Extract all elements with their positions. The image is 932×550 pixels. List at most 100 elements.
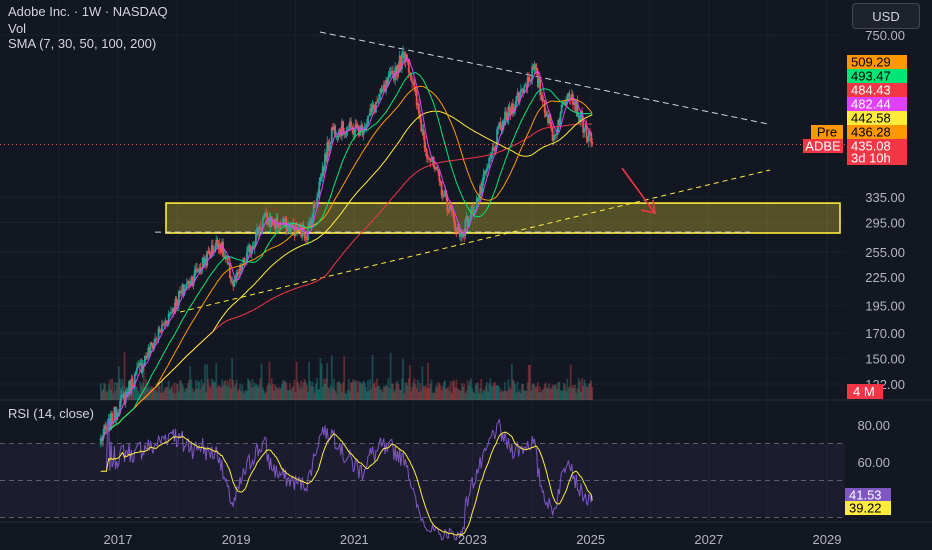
- volume-bar: [361, 384, 364, 400]
- rsi-ma-line: [100, 431, 593, 536]
- candle-body: [479, 185, 481, 196]
- volume-bar: [487, 391, 489, 400]
- volume-bar: [252, 386, 255, 400]
- volume-bar: [270, 378, 273, 400]
- volume-bar: [264, 393, 266, 400]
- candle-body: [380, 88, 383, 93]
- volume-bar: [557, 382, 560, 400]
- candle-body: [370, 108, 373, 112]
- volume-bar: [527, 364, 530, 400]
- volume-bar: [334, 390, 337, 400]
- volume-bar: [284, 380, 287, 400]
- volume-bar: [156, 392, 159, 400]
- volume-bar: [507, 379, 510, 400]
- candle-body: [325, 153, 328, 162]
- volume-bar: [450, 393, 453, 400]
- candle-body: [205, 258, 207, 266]
- volume-bar: [541, 389, 544, 400]
- candle-body: [388, 73, 391, 77]
- candle-body: [512, 103, 514, 114]
- volume-bar: [166, 387, 169, 400]
- candle-body: [541, 94, 544, 102]
- candle-body: [465, 216, 468, 220]
- candle-body: [591, 142, 594, 145]
- volume-bar: [416, 380, 419, 400]
- candle-body: [402, 51, 404, 54]
- volume-bar: [295, 361, 298, 400]
- volume-bar: [465, 390, 468, 400]
- candle-body: [295, 222, 298, 230]
- volume-bar: [276, 387, 279, 400]
- volume-bar: [578, 380, 581, 400]
- volume-bar: [175, 383, 178, 400]
- volume-bar: [453, 381, 455, 400]
- candle-body: [123, 394, 126, 404]
- candle-body: [495, 144, 497, 152]
- candle-body: [469, 218, 471, 220]
- volume-bar: [308, 362, 311, 400]
- volume-bar: [286, 389, 289, 400]
- volume-bar: [502, 390, 505, 400]
- candle-body: [436, 167, 438, 170]
- candle-body: [586, 138, 589, 142]
- volume-bar: [277, 389, 280, 400]
- volume-bar: [370, 388, 373, 400]
- volume-bar: [353, 380, 356, 400]
- volume-bar: [345, 393, 348, 400]
- candle-body: [254, 233, 257, 245]
- candle-body: [180, 291, 183, 294]
- candle-body: [542, 100, 545, 102]
- candle-body: [475, 198, 478, 210]
- candle-body: [318, 181, 321, 194]
- candle-body: [445, 190, 448, 198]
- candle-body: [413, 82, 416, 88]
- volume-bar: [234, 383, 237, 400]
- volume-bar: [414, 384, 417, 400]
- volume-bar: [403, 393, 406, 400]
- candle-body: [561, 104, 564, 105]
- volume-bar: [132, 382, 135, 400]
- candle-body: [187, 280, 189, 284]
- volume-bar: [386, 386, 389, 400]
- candle-body: [516, 92, 519, 97]
- volume-bar: [207, 378, 210, 400]
- candle-body: [127, 391, 129, 395]
- candle-body: [248, 245, 251, 248]
- volume-bar: [162, 392, 164, 400]
- candle-body: [183, 288, 186, 295]
- volume-bar: [550, 388, 553, 400]
- volume-bar: [103, 382, 106, 400]
- candle-body: [173, 307, 176, 312]
- volume-bar: [435, 385, 437, 400]
- volume-bar: [452, 380, 454, 400]
- time-tick-label: 2029: [813, 532, 842, 547]
- volume-bar: [437, 382, 440, 400]
- volume-bar: [567, 388, 570, 400]
- volume-bar: [181, 383, 184, 400]
- volume-bar: [518, 389, 521, 400]
- candle-body: [416, 103, 419, 106]
- volume-bar: [556, 389, 558, 400]
- candle-body: [471, 204, 474, 209]
- volume-bar: [407, 378, 410, 400]
- volume-bar: [380, 389, 383, 400]
- candle-body: [559, 112, 562, 126]
- candle-body: [138, 363, 141, 367]
- volume-bar: [490, 385, 493, 400]
- currency-button[interactable]: USD: [852, 3, 920, 29]
- candle-body: [285, 218, 288, 234]
- candle-body: [269, 216, 272, 228]
- volume-bar: [449, 381, 452, 400]
- candle-body: [432, 156, 435, 168]
- volume-bar: [351, 382, 354, 400]
- candle-body: [535, 68, 538, 71]
- price-tag-prefix: ADBE: [805, 139, 841, 154]
- volume-bar: [194, 380, 197, 400]
- rsi-label: RSI (14, close): [8, 406, 94, 421]
- candle-body: [129, 381, 132, 393]
- volume-bar: [377, 385, 380, 400]
- volume-bar: [137, 390, 140, 400]
- volume-bar: [542, 388, 545, 400]
- volume-bar: [513, 380, 515, 400]
